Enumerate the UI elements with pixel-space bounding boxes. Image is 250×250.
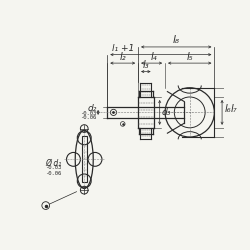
Text: l₆: l₆ [224, 104, 231, 114]
Text: l₄: l₄ [150, 52, 157, 62]
Text: d₃: d₃ [162, 108, 172, 117]
Text: -0.03
-0.06: -0.03 -0.06 [45, 165, 61, 175]
Text: l₅: l₅ [186, 52, 193, 62]
Bar [82, 136, 87, 182]
Text: Ø d₁: Ø d₁ [45, 159, 61, 168]
Text: l₁ +1: l₁ +1 [112, 44, 134, 53]
Text: l₃: l₃ [142, 60, 149, 70]
Text: l₈: l₈ [173, 36, 180, 46]
Text: d₂: d₂ [87, 104, 97, 113]
Text: l₇: l₇ [230, 104, 237, 114]
Text: -0.06: -0.06 [80, 114, 96, 119]
Text: -0.03: -0.03 [80, 111, 96, 116]
Text: l₂: l₂ [120, 52, 126, 62]
